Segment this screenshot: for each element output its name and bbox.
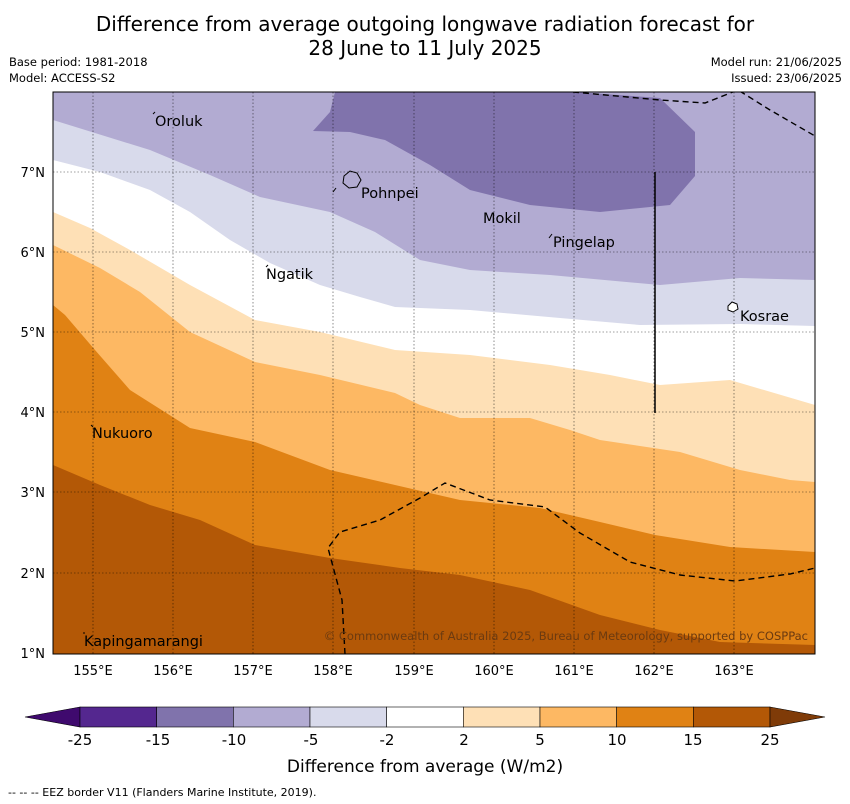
band-neg15-neg10 xyxy=(313,92,695,212)
lon-label-163: 163°E xyxy=(714,664,754,679)
cb-tick-25: 25 xyxy=(760,731,779,749)
cb-tick-5: 5 xyxy=(535,731,545,749)
lon-axis: 155°E 156°E 157°E 158°E 159°E 160°E 161°… xyxy=(73,664,754,679)
cb-tick-neg25: -25 xyxy=(68,731,93,749)
cb-tick-neg2: -2 xyxy=(380,731,395,749)
copyright-notice: © Commonwealth of Australia 2025, Bureau… xyxy=(324,629,808,643)
map-area: Oroluk Pohnpei Mokil Pingelap Ngatik Kos… xyxy=(53,92,815,654)
place-ngatik: Ngatik xyxy=(266,267,314,283)
colorbar-segment xyxy=(233,706,311,728)
colorbar-extend-high xyxy=(769,706,826,728)
lon-label-157: 157°E xyxy=(233,664,273,679)
place-pingelap: Pingelap xyxy=(553,235,615,251)
chart-title: Difference from average outgoing longwav… xyxy=(0,12,850,60)
model-run: Model run: 21/06/2025 xyxy=(710,55,842,69)
cb-tick-2: 2 xyxy=(459,731,469,749)
place-oroluk: Oroluk xyxy=(155,114,203,130)
oroluk-atoll xyxy=(152,111,156,115)
lat-axis: 7°N 6°N 5°N 4°N 3°N 2°N 1°N xyxy=(21,166,46,662)
eez-borders xyxy=(327,92,815,654)
nukuoro-atoll xyxy=(90,424,94,428)
kosrae-island xyxy=(727,301,739,313)
colorbar-segment xyxy=(386,706,464,728)
place-pohnpei: Pohnpei xyxy=(361,186,419,202)
cb-tick-neg10: -10 xyxy=(222,731,247,749)
model-name: Model: ACCESS-S2 xyxy=(9,71,116,85)
pohnpei-island xyxy=(342,170,362,189)
lon-label-156: 156°E xyxy=(153,664,193,679)
colorbar-segment xyxy=(463,706,541,728)
place-nukuoro: Nukuoro xyxy=(92,426,153,442)
colorbar-segment xyxy=(539,706,617,728)
title-line-2: 28 June to 11 July 2025 xyxy=(308,36,542,60)
lat-label-3: 3°N xyxy=(21,486,46,501)
cb-tick-10: 10 xyxy=(607,731,626,749)
lat-label-4: 4°N xyxy=(21,406,46,421)
colorbar-segment xyxy=(616,706,694,728)
lat-label-7: 7°N xyxy=(21,166,46,181)
issued-date: Issued: 23/06/2025 xyxy=(731,71,842,85)
band-15-25 xyxy=(53,465,815,654)
lon-label-155: 155°E xyxy=(73,664,113,679)
lon-label-161: 161°E xyxy=(554,664,594,679)
meta-left: Base period: 1981-2018 Model: ACCESS-S2 xyxy=(9,54,148,86)
place-kosrae: Kosrae xyxy=(740,309,789,325)
meta-right: Model run: 21/06/2025 Issued: 23/06/2025 xyxy=(711,54,842,86)
base-period: Base period: 1981-2018 xyxy=(9,55,148,69)
map-frame xyxy=(52,91,816,655)
colorbar-extend-low xyxy=(24,706,81,728)
ngatik-atoll xyxy=(265,264,269,268)
pingelap-atoll xyxy=(548,233,553,239)
lon-label-159: 159°E xyxy=(394,664,434,679)
cb-tick-neg5: -5 xyxy=(304,731,319,749)
lat-label-2: 2°N xyxy=(21,567,46,582)
lon-label-158: 158°E xyxy=(313,664,353,679)
colorbar-segment xyxy=(79,706,157,728)
lat-label-6: 6°N xyxy=(21,246,46,261)
colorbar-title: Difference from average (W/m2) xyxy=(287,757,563,777)
colorbar-ticks: -25 -15 -10 -5 -2 2 5 10 15 25 xyxy=(68,731,780,749)
title-line-1: Difference from average outgoing longwav… xyxy=(95,12,755,36)
ant-islet xyxy=(332,187,337,193)
place-kapingamarangi: Kapingamarangi xyxy=(84,634,203,650)
eez-legend: -- -- -- EEZ border V11 (Flanders Marine… xyxy=(8,786,317,799)
lat-label-5: 5°N xyxy=(21,326,46,341)
cb-tick-neg15: -15 xyxy=(146,731,171,749)
colorbar-segment xyxy=(693,706,771,728)
colorbar: -25 -15 -10 -5 -2 2 5 10 15 25 Differenc… xyxy=(24,706,826,777)
place-mokil: Mokil xyxy=(483,211,521,227)
colorbar-segment xyxy=(156,706,234,728)
lon-label-160: 160°E xyxy=(474,664,514,679)
gridlines xyxy=(53,92,815,654)
colorbar-segments xyxy=(24,706,826,728)
lon-label-162: 162°E xyxy=(634,664,674,679)
cb-tick-15: 15 xyxy=(683,731,702,749)
lat-label-1: 1°N xyxy=(21,647,46,662)
colorbar-segment xyxy=(309,706,387,728)
